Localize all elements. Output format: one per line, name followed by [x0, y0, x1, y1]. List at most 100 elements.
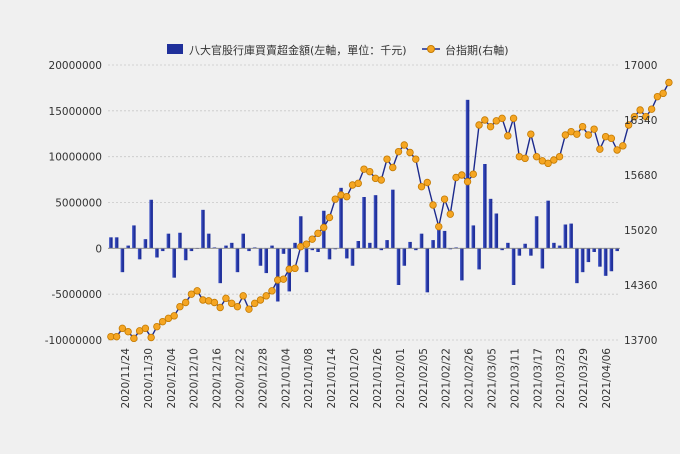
- line-point: [291, 264, 299, 273]
- line-point: [573, 130, 581, 138]
- bar: [517, 248, 522, 256]
- line-point: [469, 170, 478, 178]
- bar: [166, 233, 171, 249]
- line-point: [630, 112, 639, 121]
- bar: [494, 213, 499, 249]
- line-point: [509, 114, 518, 123]
- line-point: [141, 324, 150, 333]
- bar: [178, 232, 182, 249]
- bar: [241, 233, 245, 249]
- bar: [373, 195, 378, 249]
- bar: [189, 248, 194, 252]
- line-point: [193, 287, 201, 295]
- x-axis-tick-label: 2021/01/20: [349, 348, 361, 409]
- line-point: [647, 105, 656, 113]
- bar: [235, 248, 240, 273]
- line-point: [475, 121, 483, 129]
- bar: [534, 216, 539, 249]
- line-point: [256, 296, 265, 304]
- line-point: [584, 131, 593, 139]
- bar: [298, 216, 303, 249]
- bar: [402, 248, 407, 266]
- bar: [356, 241, 361, 249]
- right-axis: 13700 14360 15020 15680 16340 17000: [624, 60, 657, 347]
- line-point: [504, 132, 512, 140]
- line-path: [110, 82, 670, 340]
- bar: [206, 233, 211, 249]
- x-axis-tick-label: 2021/03/11: [509, 348, 521, 409]
- bar: [126, 245, 130, 249]
- line-point: [153, 322, 161, 331]
- bar: [275, 248, 280, 302]
- bar: [396, 248, 401, 285]
- legend-bar-swatch: [167, 44, 183, 54]
- line-point: [262, 292, 270, 300]
- line-point: [596, 145, 604, 153]
- bar: [218, 248, 222, 284]
- bar: [431, 240, 435, 249]
- line-point: [486, 122, 495, 131]
- line-point: [187, 290, 196, 298]
- line-point: [170, 312, 178, 320]
- left-axis-tick-label: 15000000: [49, 106, 102, 118]
- line-point: [624, 121, 633, 129]
- left-axis-tick-label: 20000000: [49, 60, 102, 72]
- right-axis-tick-label: 14360: [624, 280, 657, 292]
- left-axis-tick-label: 0: [95, 243, 102, 255]
- bar: [586, 248, 591, 263]
- x-axis-tick-label: 2021/02/22: [441, 348, 453, 409]
- legend-line-marker: [427, 45, 435, 53]
- bar: [379, 248, 384, 251]
- x-axis-tick-label: 2020/12/22: [235, 348, 247, 409]
- bar: [615, 248, 619, 252]
- x-axis-tick-label: 2021/03/17: [532, 348, 544, 409]
- bar: [488, 198, 493, 249]
- line-point: [590, 125, 598, 133]
- line-point: [532, 152, 541, 161]
- line-point: [320, 223, 328, 232]
- bar: [350, 248, 355, 266]
- bar: [172, 248, 176, 278]
- bar: [471, 225, 476, 249]
- bar: [160, 248, 165, 252]
- x-axis-tick-label: 2021/01/14: [326, 348, 338, 409]
- line-point: [227, 299, 236, 308]
- line-point: [435, 222, 443, 231]
- bar: [120, 248, 125, 273]
- right-axis-tick-label: 17000: [624, 60, 657, 72]
- x-axis-tick-label: 2021/02/01: [395, 348, 407, 409]
- bar: [523, 243, 527, 249]
- x-axis-tick-label: 2021/01/08: [303, 348, 315, 409]
- x-axis-tick-label: 2020/11/24: [120, 348, 132, 409]
- left-axis: -10000000 -5000000 0 5000000 10000000 1500000…: [45, 60, 102, 347]
- bar: [603, 248, 608, 276]
- bar: [460, 248, 464, 281]
- line-point: [124, 327, 132, 336]
- line-point: [331, 195, 339, 203]
- line-point: [112, 332, 121, 341]
- bar: [114, 237, 119, 249]
- line-point: [210, 298, 219, 307]
- bar: [258, 248, 263, 266]
- line-point: [222, 294, 230, 303]
- bar: [408, 241, 412, 249]
- line-point: [383, 155, 391, 163]
- bar: [592, 248, 596, 252]
- bar: [137, 248, 142, 260]
- bar: [264, 248, 268, 274]
- line-point: [308, 235, 316, 243]
- bar: [580, 248, 585, 273]
- x-axis-tick-label: 2020/12/10: [189, 348, 201, 409]
- x-axis-tick-label: 2020/12/16: [212, 348, 224, 409]
- line-point: [279, 275, 288, 283]
- line-point: [377, 176, 385, 184]
- bar: [563, 224, 568, 249]
- bar: [437, 227, 441, 249]
- x-axis-tick-label: 2021/01/04: [280, 348, 292, 409]
- line-point: [394, 147, 403, 156]
- bar: [270, 245, 274, 249]
- line-point: [578, 122, 587, 131]
- line-point: [176, 302, 184, 311]
- left-axis-tick-label: -10000000: [45, 335, 102, 347]
